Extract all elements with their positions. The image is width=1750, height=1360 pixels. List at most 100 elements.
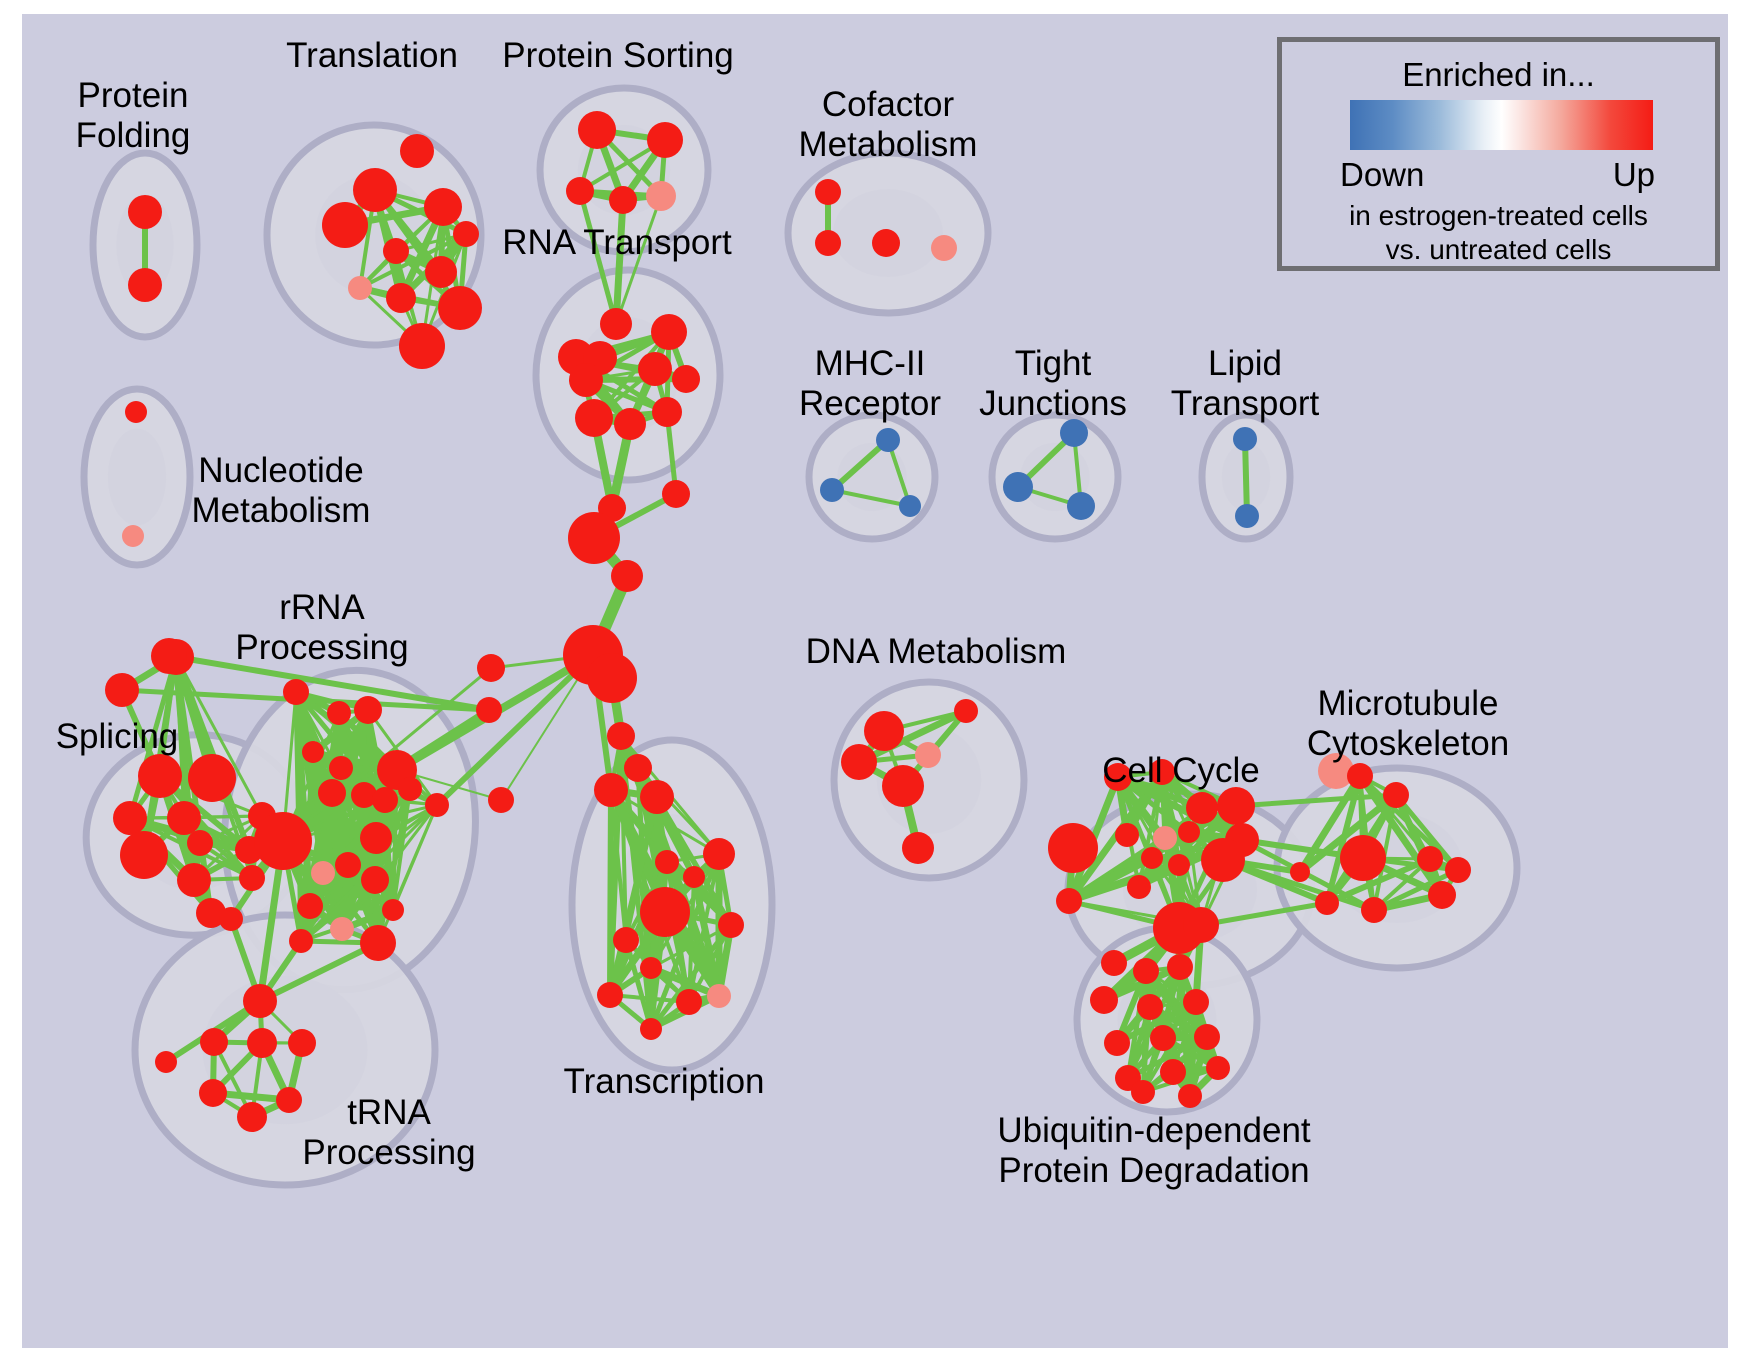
network-node[interactable] xyxy=(128,195,162,229)
network-node[interactable] xyxy=(383,238,409,264)
network-node[interactable] xyxy=(276,1087,302,1113)
network-node[interactable] xyxy=(1133,958,1159,984)
network-node[interactable] xyxy=(360,925,396,961)
network-node[interactable] xyxy=(569,363,603,397)
network-node[interactable] xyxy=(640,780,674,814)
network-node[interactable] xyxy=(247,1028,277,1058)
network-node[interactable] xyxy=(600,308,632,340)
network-node[interactable] xyxy=(1067,492,1095,520)
network-node[interactable] xyxy=(327,701,351,725)
network-node[interactable] xyxy=(1347,763,1373,789)
network-node[interactable] xyxy=(329,756,353,780)
network-node[interactable] xyxy=(372,787,398,813)
network-node[interactable] xyxy=(360,822,392,854)
network-node[interactable] xyxy=(575,399,613,437)
network-node[interactable] xyxy=(288,1029,316,1057)
network-node[interactable] xyxy=(566,177,594,205)
network-node[interactable] xyxy=(597,982,623,1008)
network-node[interactable] xyxy=(1160,1059,1186,1085)
network-node[interactable] xyxy=(188,754,236,802)
network-node[interactable] xyxy=(1141,847,1163,869)
network-node[interactable] xyxy=(1167,954,1193,980)
network-node[interactable] xyxy=(351,782,377,808)
network-node[interactable] xyxy=(841,744,877,780)
network-node[interactable] xyxy=(864,711,904,751)
network-node[interactable] xyxy=(931,235,957,261)
network-node[interactable] xyxy=(915,742,941,768)
network-node[interactable] xyxy=(425,793,449,817)
network-node[interactable] xyxy=(477,654,505,682)
network-node[interactable] xyxy=(703,838,735,870)
network-node[interactable] xyxy=(399,323,445,369)
network-node[interactable] xyxy=(815,230,841,256)
network-node[interactable] xyxy=(609,186,637,214)
network-node[interactable] xyxy=(1186,792,1218,824)
network-node[interactable] xyxy=(386,283,416,313)
network-node[interactable] xyxy=(568,512,620,564)
network-node[interactable] xyxy=(876,428,900,452)
network-node[interactable] xyxy=(1127,875,1151,899)
network-node[interactable] xyxy=(651,314,687,350)
network-node[interactable] xyxy=(613,927,639,953)
network-node[interactable] xyxy=(578,111,616,149)
network-node[interactable] xyxy=(647,122,683,158)
network-node[interactable] xyxy=(138,754,182,798)
network-node[interactable] xyxy=(640,957,662,979)
network-node[interactable] xyxy=(607,722,635,750)
network-node[interactable] xyxy=(902,832,934,864)
network-node[interactable] xyxy=(652,397,682,427)
network-node[interactable] xyxy=(1060,419,1088,447)
network-node[interactable] xyxy=(196,898,226,928)
network-node[interactable] xyxy=(1150,1025,1176,1051)
network-node[interactable] xyxy=(1168,854,1190,876)
network-node[interactable] xyxy=(199,1079,227,1107)
network-node[interactable] xyxy=(1101,950,1127,976)
network-node[interactable] xyxy=(254,812,312,870)
network-node[interactable] xyxy=(1104,763,1132,791)
network-node[interactable] xyxy=(1235,504,1259,528)
network-node[interactable] xyxy=(1131,1080,1155,1104)
network-node[interactable] xyxy=(1417,846,1443,872)
network-node[interactable] xyxy=(361,866,389,894)
network-node[interactable] xyxy=(1445,857,1471,883)
network-node[interactable] xyxy=(167,801,201,835)
network-node[interactable] xyxy=(1383,782,1409,808)
network-node[interactable] xyxy=(1153,826,1177,850)
network-node[interactable] xyxy=(820,478,844,502)
network-node[interactable] xyxy=(587,653,637,703)
network-node[interactable] xyxy=(424,188,462,226)
network-node[interactable] xyxy=(311,861,335,885)
network-node[interactable] xyxy=(1194,1024,1220,1050)
network-node[interactable] xyxy=(1048,823,1098,873)
network-node[interactable] xyxy=(1340,835,1386,881)
network-node[interactable] xyxy=(1183,989,1209,1015)
network-node[interactable] xyxy=(354,696,382,724)
network-node[interactable] xyxy=(243,984,277,1018)
network-node[interactable] xyxy=(1056,888,1082,914)
network-node[interactable] xyxy=(1115,823,1139,847)
network-node[interactable] xyxy=(289,929,313,953)
network-node[interactable] xyxy=(239,865,265,891)
network-node[interactable] xyxy=(113,801,147,835)
network-node[interactable] xyxy=(297,893,323,919)
network-node[interactable] xyxy=(646,181,676,211)
network-node[interactable] xyxy=(151,638,187,674)
network-node[interactable] xyxy=(382,899,404,921)
network-node[interactable] xyxy=(318,779,346,807)
network-node[interactable] xyxy=(638,352,672,386)
network-node[interactable] xyxy=(640,887,690,937)
network-node[interactable] xyxy=(614,408,646,440)
network-node[interactable] xyxy=(683,866,705,888)
network-node[interactable] xyxy=(105,673,139,707)
network-node[interactable] xyxy=(1361,897,1387,923)
network-node[interactable] xyxy=(594,773,628,807)
network-node[interactable] xyxy=(438,286,482,330)
network-node[interactable] xyxy=(353,168,397,212)
network-node[interactable] xyxy=(1178,821,1200,843)
network-node[interactable] xyxy=(655,850,679,874)
network-node[interactable] xyxy=(398,777,422,801)
network-node[interactable] xyxy=(1149,759,1175,785)
network-node[interactable] xyxy=(400,134,434,168)
network-node[interactable] xyxy=(1137,994,1163,1020)
network-node[interactable] xyxy=(120,831,168,879)
